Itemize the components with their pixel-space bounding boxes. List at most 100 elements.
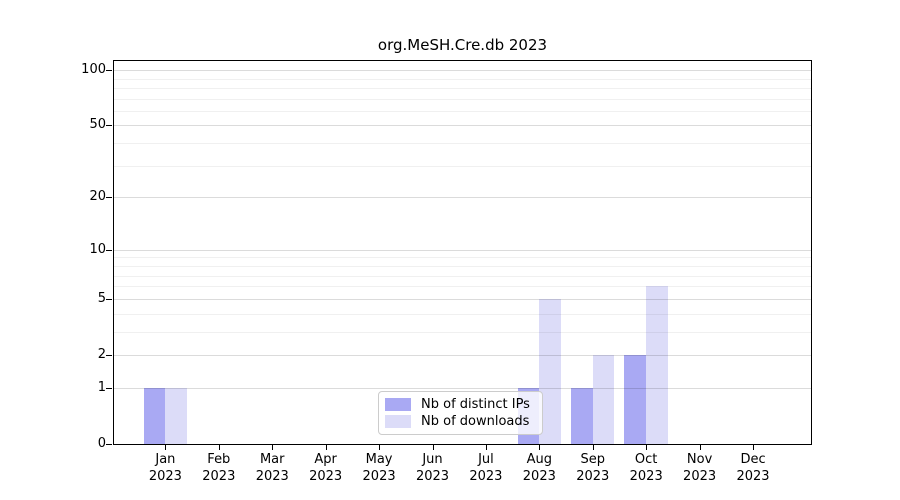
x-axis-tick-label: Jul 2023 [469, 451, 502, 485]
x-axis-tick-label: Apr 2023 [309, 451, 342, 485]
x-axis-tick [539, 445, 541, 450]
year-label: 2023 [148, 469, 182, 484]
x-axis-tick-label: Dec 2023 [736, 451, 769, 485]
x-axis-tick [379, 445, 381, 450]
x-axis-tick [218, 445, 220, 450]
year-label: 2023 [309, 469, 343, 484]
bar-downloads-oct [646, 286, 668, 444]
y-axis-tick-label: 10 [89, 241, 106, 257]
x-axis-tick-label: Mar 2023 [256, 451, 289, 485]
month-label: Mar [259, 452, 285, 467]
x-axis-tick [432, 445, 434, 450]
x-axis-tick [325, 445, 327, 450]
y-axis-tick-label: 100 [81, 62, 106, 78]
year-label: 2023 [736, 469, 770, 484]
legend-item-distinct-ips: Nb of distinct IPs [385, 397, 536, 412]
y-axis-tick [106, 70, 112, 72]
major-gridline [114, 298, 811, 300]
major-gridline [114, 354, 811, 356]
year-label: 2023 [415, 469, 450, 484]
x-axis-tick-label: Nov 2023 [683, 451, 716, 485]
bar-distinct-ips-oct [624, 354, 647, 444]
legend: Nb of distinct IPs Nb of downloads [378, 391, 543, 435]
y-axis-tick [106, 387, 112, 389]
minor-gridline [114, 313, 811, 315]
x-axis-tick [272, 445, 274, 450]
month-label: Nov [686, 452, 713, 467]
year-label: 2023 [629, 469, 663, 484]
month-label: Oct [634, 452, 658, 467]
year-label: 2023 [362, 469, 396, 484]
year-label: 2023 [576, 469, 610, 484]
month-label: Aug [526, 452, 553, 467]
minor-gridline [114, 98, 811, 100]
major-gridline [114, 70, 811, 72]
y-axis-tick-label: 0 [97, 436, 106, 451]
y-axis-tick-label: 1 [97, 379, 106, 395]
plot-area [113, 60, 812, 445]
month-label: Jul [478, 452, 494, 467]
y-axis-tick [106, 249, 112, 251]
bar-distinct-ips-jan [143, 387, 166, 444]
major-gridline [114, 387, 811, 389]
x-axis-tick [699, 445, 701, 450]
x-axis-tick [485, 445, 487, 450]
bar-downloads-jan [165, 387, 188, 444]
y-axis-tick-label: 2 [97, 346, 106, 362]
y-axis-tick [106, 354, 112, 356]
chart-title: org.MeSH.Cre.db 2023 [377, 36, 548, 54]
minor-gridline [114, 143, 811, 145]
year-label: 2023 [202, 469, 236, 484]
minor-gridline [114, 78, 811, 80]
month-label: Dec [740, 452, 766, 467]
legend-item-downloads: Nb of downloads [385, 414, 536, 429]
y-axis-tick [106, 298, 112, 300]
x-axis-tick-label: Jan 2023 [149, 451, 182, 485]
month-label: Jan [155, 452, 176, 467]
major-gridline [114, 125, 811, 127]
y-axis-tick-label: 20 [89, 189, 106, 205]
y-axis-tick [106, 444, 112, 445]
y-axis-tick-label: 50 [89, 117, 106, 133]
year-label: 2023 [255, 469, 289, 484]
month-label: Sep [580, 452, 605, 467]
minor-gridline [114, 110, 811, 112]
month-label: Jun [422, 452, 443, 467]
x-axis-tick-label: May 2023 [363, 451, 396, 485]
x-axis-tick-label: Jun 2023 [416, 451, 449, 485]
x-axis-tick-label: Sep 2023 [576, 451, 609, 485]
y-axis-tick-label: 5 [97, 290, 106, 306]
bar-downloads-aug [539, 298, 562, 444]
x-axis-tick [646, 445, 648, 450]
x-axis-tick [165, 445, 167, 450]
minor-gridline [114, 165, 811, 167]
minor-gridline [114, 265, 811, 267]
legend-label-distinct-ips: Nb of distinct IPs [421, 396, 530, 412]
month-label: Apr [314, 452, 337, 467]
major-gridline [114, 197, 811, 199]
legend-label-downloads: Nb of downloads [421, 414, 530, 430]
legend-swatch-distinct-ips-icon [385, 397, 411, 411]
month-label: Feb [207, 452, 231, 467]
minor-gridline [114, 286, 811, 288]
y-axis-tick [106, 197, 112, 199]
x-axis-tick-label: Feb 2023 [202, 451, 235, 485]
y-axis-tick [106, 125, 112, 127]
x-axis-tick [753, 445, 755, 450]
minor-gridline [114, 331, 811, 333]
minor-gridline [114, 87, 811, 89]
year-label: 2023 [522, 469, 556, 484]
major-gridline [114, 249, 811, 251]
legend-swatch-downloads-icon [385, 415, 411, 429]
bar-downloads-sep [592, 354, 615, 444]
bar-distinct-ips-sep [571, 387, 593, 444]
minor-gridline [114, 257, 811, 259]
x-axis-tick [592, 445, 594, 450]
x-axis-tick-label: Aug 2023 [523, 451, 556, 485]
x-axis-tick-label: Oct 2023 [630, 451, 663, 485]
year-label: 2023 [469, 469, 503, 484]
month-label: May [365, 452, 393, 467]
minor-gridline [114, 275, 811, 277]
year-label: 2023 [683, 469, 717, 484]
